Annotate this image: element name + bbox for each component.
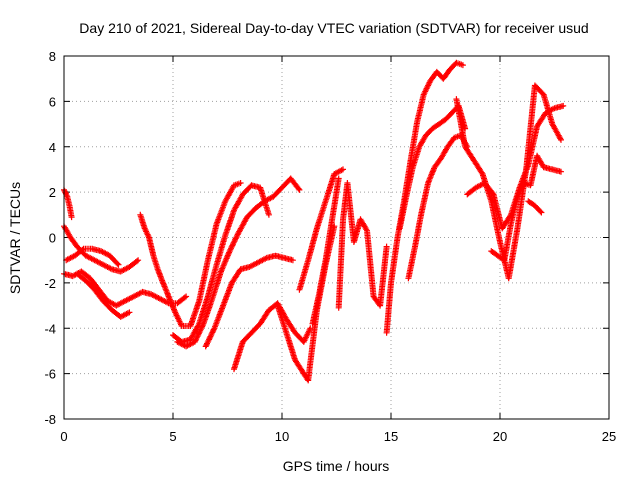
grid (64, 56, 609, 419)
data-point-markers (174, 175, 303, 350)
series-trace (335, 180, 390, 311)
y-tick-label: 2 (49, 185, 56, 200)
series-trace (202, 252, 296, 350)
series-trace (488, 152, 564, 264)
series-trace (63, 245, 122, 268)
data-point-markers (309, 175, 342, 327)
x-tick-label: 20 (493, 429, 507, 444)
data-marks (61, 59, 567, 384)
data-point-markers (335, 180, 390, 311)
data-point-markers (453, 82, 564, 282)
y-tick-label: 8 (49, 49, 56, 64)
axis-ticks: 0 5 10 15 20 25 -8 -6 -4 -2 0 2 4 6 8 (44, 49, 616, 444)
x-tick-label: 0 (60, 429, 67, 444)
y-tick-label: -8 (44, 412, 56, 427)
y-tick-label: 0 (49, 231, 56, 246)
y-tick-label: -2 (44, 276, 56, 291)
series-trace (231, 300, 314, 373)
y-tick-label: 6 (49, 94, 56, 109)
data-point-markers (63, 245, 122, 268)
series-trace (405, 132, 471, 282)
series-trace (309, 175, 342, 327)
y-tick-label: -6 (44, 367, 56, 382)
plot-frame (63, 55, 610, 420)
data-point-markers (137, 180, 244, 329)
series-trace (296, 166, 346, 293)
data-point-markers (405, 132, 471, 282)
data-point-markers (231, 300, 314, 373)
series-trace (525, 198, 545, 216)
chart-title: Day 210 of 2021, Sidereal Day-to-day VTE… (79, 20, 588, 36)
data-point-markers (525, 198, 545, 216)
data-point-markers (170, 182, 272, 345)
x-tick-label: 25 (602, 429, 616, 444)
x-tick-label: 10 (275, 429, 289, 444)
series-trace (170, 182, 272, 345)
x-tick-label: 5 (169, 429, 176, 444)
y-tick-label: 4 (49, 140, 56, 155)
data-point-markers (202, 252, 296, 350)
data-point-markers (74, 270, 133, 320)
data-point-markers (488, 152, 564, 264)
series-trace (137, 180, 244, 329)
y-tick-label: -4 (44, 321, 56, 336)
x-tick-label: 15 (384, 429, 398, 444)
series-trace (174, 175, 303, 350)
data-point-markers (296, 166, 346, 293)
y-axis-label: SDTVAR / TECUs (7, 182, 23, 294)
x-axis-label: GPS time / hours (283, 458, 390, 474)
series-trace (453, 82, 564, 282)
series-trace (74, 270, 133, 320)
